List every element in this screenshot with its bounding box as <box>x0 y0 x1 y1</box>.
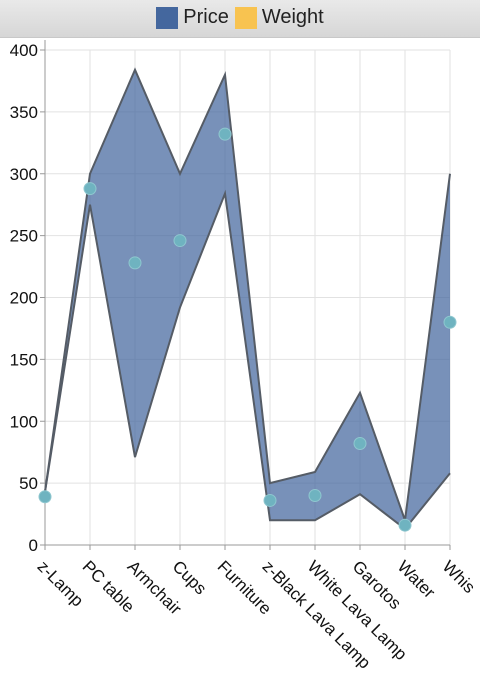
y-tick-label: 150 <box>10 350 38 369</box>
weight-point <box>443 315 457 329</box>
y-tick-label: 300 <box>10 165 38 184</box>
legend-swatch-weight <box>234 6 257 29</box>
x-tick-label: Whis <box>439 557 479 597</box>
weight-point <box>83 182 97 196</box>
y-tick-label: 200 <box>10 289 38 308</box>
price-low-line <box>44 189 451 531</box>
legend-label-weight: Weight <box>261 6 324 28</box>
weight-point <box>353 437 367 451</box>
legend-item-price: Price <box>156 6 229 29</box>
x-tick-label: z-Lamp <box>34 557 88 611</box>
weight-point <box>263 493 277 507</box>
legend-label-price: Price <box>183 6 229 28</box>
weight-point <box>128 256 142 270</box>
y-tick-label: 50 <box>19 474 38 493</box>
weight-point <box>398 518 412 532</box>
weight-point <box>308 489 322 502</box>
y-tick-label: 250 <box>10 227 38 246</box>
weight-point <box>218 127 232 141</box>
legend-bar: Price Weight <box>0 0 480 38</box>
y-tick-label: 350 <box>10 103 38 122</box>
y-tick-label: 400 <box>10 41 38 60</box>
legend-swatch-price <box>156 6 179 29</box>
weight-point <box>38 490 52 504</box>
y-tick-label: 100 <box>10 412 38 431</box>
price-high-line <box>44 67 451 521</box>
weight-point <box>173 234 187 248</box>
y-tick-label: 0 <box>29 536 38 555</box>
x-tick-label: Cups <box>169 557 210 598</box>
legend: Price Weight <box>0 6 480 29</box>
legend-item-weight: Weight <box>234 6 324 29</box>
